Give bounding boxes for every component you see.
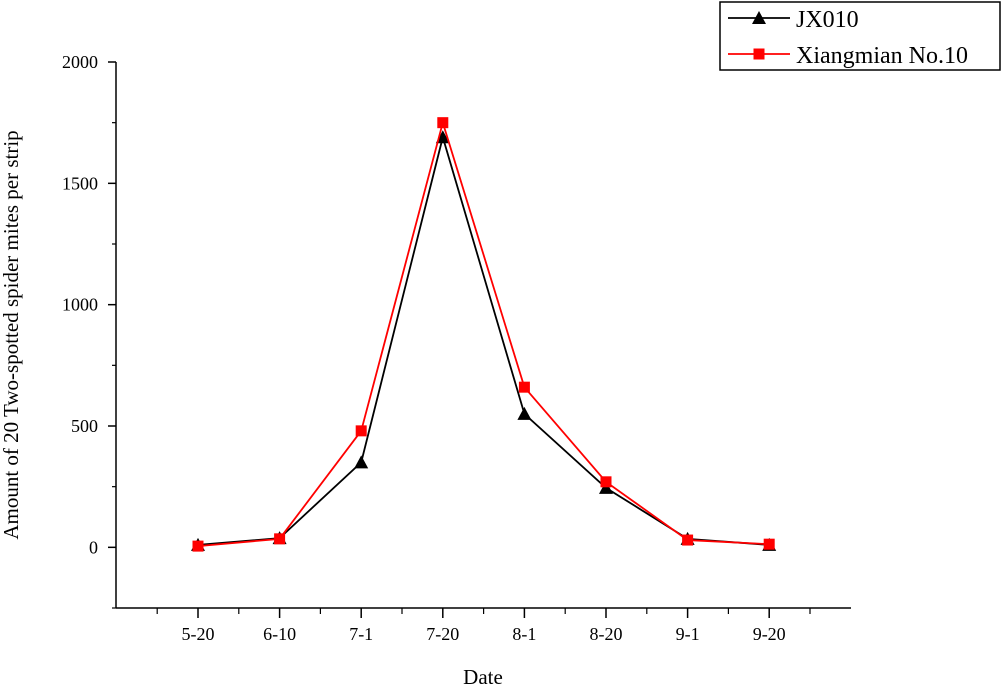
y-axis-title: Amount of 20 Two-spotted spider mites pe…: [0, 130, 23, 539]
y-tick-label: 2000: [62, 52, 98, 72]
legend-label-xiangmian: Xiangmian No.10: [796, 43, 968, 69]
y-tick-label: 1000: [62, 295, 98, 315]
x-axis-ticks: 5-20 6-10 7-1 7-20 8-1 8-20 9-1 9-20: [156, 608, 811, 644]
data-point: [354, 455, 369, 469]
data-point: [518, 381, 530, 393]
x-tick-label: 5-20: [182, 624, 215, 644]
data-point: [274, 533, 286, 545]
legend-label-jx010: JX010: [796, 7, 859, 33]
x-axis-title: Date: [463, 665, 503, 688]
y-tick-label: 0: [89, 537, 98, 557]
series-0: [191, 130, 777, 551]
data-point: [437, 117, 449, 129]
x-tick-label: 9-20: [753, 624, 786, 644]
x-tick-label: 7-1: [349, 624, 373, 644]
legend-marker-xiangmian: [753, 48, 765, 60]
data-point: [763, 538, 775, 550]
x-tick-label: 7-20: [426, 624, 459, 644]
legend-marker-jx010: [752, 11, 766, 24]
x-tick-label: 8-1: [512, 624, 536, 644]
data-point: [192, 540, 204, 552]
x-tick-label: 8-20: [590, 624, 623, 644]
x-tick-label: 6-10: [263, 624, 296, 644]
legend-marker-shape: [752, 11, 766, 24]
legend-marker-shape: [753, 48, 765, 60]
y-tick-label: 1500: [62, 173, 98, 193]
plot-area: [191, 117, 777, 552]
series-line: [197, 133, 770, 546]
legend-box: [719, 1, 1001, 71]
series-line: [197, 119, 770, 548]
axes: [115, 62, 851, 609]
data-point: [682, 534, 694, 546]
data-point: [435, 130, 450, 144]
x-tick-label: 9-1: [676, 624, 700, 644]
legend: JX010 Xiangmian No.10: [719, 1, 1001, 71]
y-axis-ticks: 0 500 1000 1500 2000: [62, 52, 116, 609]
data-point: [517, 406, 532, 420]
data-point: [355, 425, 367, 437]
series-1: [192, 117, 775, 552]
y-tick-label: 500: [71, 416, 98, 436]
data-point: [600, 476, 612, 488]
data-point: [599, 480, 613, 494]
